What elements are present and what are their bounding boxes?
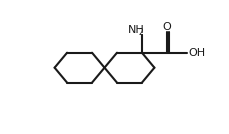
Text: 2: 2 — [138, 28, 143, 37]
Text: O: O — [162, 22, 171, 32]
Text: NH: NH — [127, 25, 144, 35]
Text: OH: OH — [188, 48, 204, 58]
